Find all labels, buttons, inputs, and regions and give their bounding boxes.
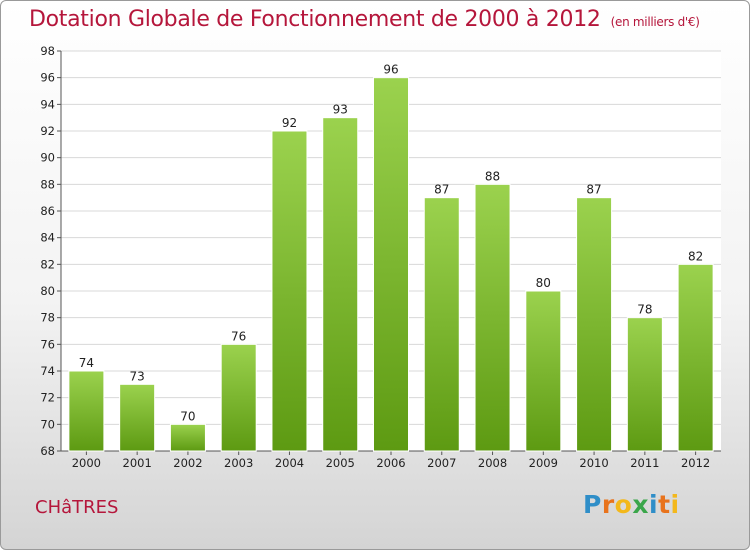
commune-name: CHâTRES bbox=[35, 497, 119, 518]
y-tick-label: 94 bbox=[40, 97, 55, 111]
x-tick-label-2011: 2011 bbox=[630, 456, 659, 470]
data-label-2001: 73 bbox=[130, 369, 145, 383]
logo-letter: t bbox=[658, 490, 671, 519]
y-tick-label: 84 bbox=[40, 231, 55, 245]
x-tick-label-2007: 2007 bbox=[427, 456, 456, 470]
y-tick-label: 74 bbox=[40, 364, 55, 378]
data-label-2006: 96 bbox=[383, 63, 398, 77]
y-tick-label: 86 bbox=[40, 204, 55, 218]
bar-2012 bbox=[677, 263, 714, 452]
data-label-2004: 92 bbox=[282, 116, 297, 130]
y-tick-label: 70 bbox=[40, 417, 55, 431]
logo-letter: r bbox=[601, 490, 615, 519]
x-tick-label-2008: 2008 bbox=[478, 456, 507, 470]
x-tick-label-2010: 2010 bbox=[579, 456, 608, 470]
y-tick-label: 82 bbox=[40, 257, 55, 271]
chart-subtitle: (en milliers d'€) bbox=[610, 15, 700, 29]
bar-2003 bbox=[220, 343, 257, 452]
data-label-2008: 88 bbox=[485, 169, 500, 183]
y-tick-label: 90 bbox=[40, 151, 55, 165]
bar-2002 bbox=[169, 423, 206, 452]
logo-letter: P bbox=[583, 490, 602, 519]
x-tick-label-2002: 2002 bbox=[173, 456, 202, 470]
x-tick-label-2001: 2001 bbox=[123, 456, 152, 470]
bar-2011 bbox=[626, 317, 663, 452]
x-tick-label-2005: 2005 bbox=[326, 456, 355, 470]
data-label-2005: 93 bbox=[333, 103, 348, 117]
bar-2005 bbox=[322, 117, 359, 452]
data-label-2007: 87 bbox=[434, 183, 449, 197]
proxiti-logo: Proxiti bbox=[583, 490, 680, 519]
x-tick-label-2012: 2012 bbox=[681, 456, 710, 470]
bar-2008 bbox=[474, 183, 511, 452]
y-tick-label: 96 bbox=[40, 71, 55, 85]
data-label-2002: 70 bbox=[180, 409, 195, 423]
bar-2001 bbox=[119, 383, 156, 452]
y-tick-label: 72 bbox=[40, 391, 55, 405]
bar-2006 bbox=[373, 77, 409, 452]
logo-letter: i bbox=[670, 490, 680, 519]
bar-2010 bbox=[576, 197, 613, 452]
y-tick-label: 68 bbox=[40, 444, 55, 458]
bar-2000 bbox=[68, 370, 105, 452]
y-tick-label: 88 bbox=[40, 177, 55, 191]
x-tick-label-2004: 2004 bbox=[275, 456, 304, 470]
data-label-2000: 74 bbox=[79, 356, 94, 370]
data-label-2010: 87 bbox=[586, 183, 601, 197]
y-tick-label: 98 bbox=[40, 44, 55, 58]
chart-title-text: Dotation Globale de Fonctionnement de 20… bbox=[29, 7, 601, 32]
x-tick-label-2006: 2006 bbox=[376, 456, 405, 470]
x-tick-label-2003: 2003 bbox=[224, 456, 253, 470]
x-tick-label-2009: 2009 bbox=[529, 456, 558, 470]
chart-title: Dotation Globale de Fonctionnement de 20… bbox=[29, 7, 700, 32]
bar-2004 bbox=[271, 130, 308, 452]
data-label-2009: 80 bbox=[536, 276, 551, 290]
data-label-2011: 78 bbox=[637, 303, 652, 317]
x-tick-label-2000: 2000 bbox=[72, 456, 101, 470]
bar-2007 bbox=[423, 197, 460, 452]
data-label-2012: 82 bbox=[688, 249, 703, 263]
y-tick-label: 76 bbox=[40, 337, 55, 351]
logo-letter: o bbox=[614, 490, 633, 519]
logo-letter: i bbox=[649, 490, 659, 519]
y-tick-label: 92 bbox=[40, 124, 55, 138]
data-label-2003: 76 bbox=[231, 329, 246, 343]
bar-2009 bbox=[525, 290, 562, 452]
logo-letter: x bbox=[632, 490, 649, 519]
y-tick-label: 78 bbox=[40, 311, 55, 325]
y-tick-label: 80 bbox=[40, 284, 55, 298]
